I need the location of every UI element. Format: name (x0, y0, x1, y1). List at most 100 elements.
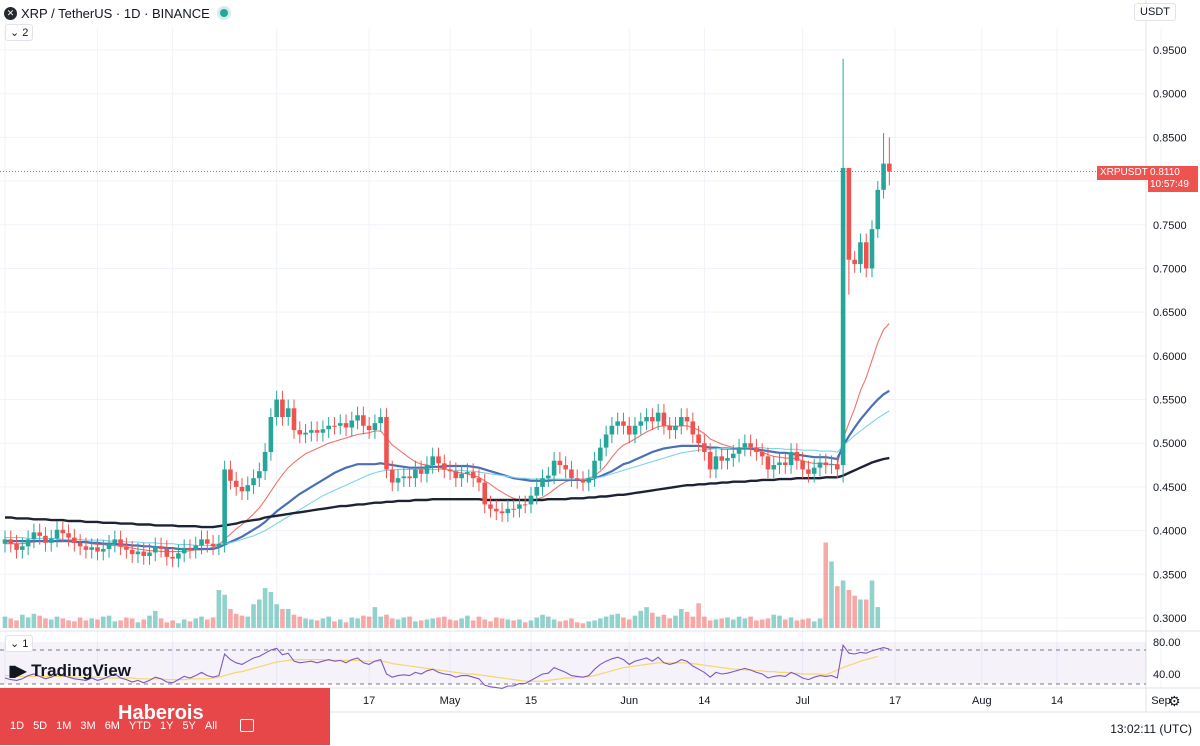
candle-body (835, 464, 840, 470)
candle-body (239, 486, 245, 492)
volume-bar (494, 617, 499, 628)
calendar-icon[interactable] (240, 719, 254, 732)
volume-bar (655, 616, 661, 628)
candle-body (48, 538, 54, 543)
candle-body (100, 548, 106, 552)
candle-body (499, 511, 505, 514)
candle-body (765, 456, 771, 470)
candle-body (60, 529, 66, 534)
candle-body (401, 476, 407, 479)
timeframe-1m[interactable]: 1M (56, 720, 72, 732)
volume-bar (424, 619, 430, 628)
candle-body (794, 451, 800, 461)
candle-body (887, 163, 892, 172)
timeframe-3m[interactable]: 3M (80, 720, 96, 732)
volume-bar (453, 620, 459, 628)
volume-bar (164, 622, 170, 628)
volume-bar (690, 616, 696, 628)
y-tick-label: 0.3500 (1153, 569, 1187, 581)
volume-bar (748, 616, 753, 628)
timeframe-6m[interactable]: 6M (104, 720, 120, 732)
candle-body (361, 415, 366, 426)
volume-bar (470, 620, 476, 628)
chart-header: ✕ XRP / TetherUS · 1D · BINANCE (4, 4, 228, 22)
candle-body (447, 469, 453, 472)
timeframe-ytd[interactable]: YTD (128, 720, 151, 732)
candle-body (702, 443, 707, 452)
gear-icon[interactable]: ⚙ (1168, 693, 1181, 709)
volume-bar (580, 623, 586, 628)
volume-bar (806, 618, 811, 628)
volume-bar (846, 590, 852, 628)
volume-bar (285, 609, 291, 628)
candle-body (586, 478, 592, 483)
candle-body (389, 469, 395, 483)
volume-bar (210, 617, 216, 628)
volume-bar (147, 615, 152, 628)
candle-body (754, 447, 759, 452)
tradingview-logo[interactable]: ▮▶ TradingView (8, 661, 131, 681)
candle-body (95, 547, 100, 552)
candle-body (216, 543, 222, 547)
volume-bar (216, 590, 222, 628)
candle-body (141, 551, 147, 556)
volume-bar (20, 614, 25, 628)
x-tick-label: 14 (1051, 695, 1063, 707)
candle-body (730, 453, 736, 459)
candle-body (2, 539, 8, 544)
candle-body (274, 399, 279, 418)
candle-body (858, 242, 863, 265)
volume-bar (251, 604, 256, 628)
utc-clock[interactable]: 13:02:11 (UTC) (1110, 722, 1192, 736)
volume-bar (233, 613, 239, 628)
volume-bar (8, 618, 14, 628)
volume-bar (563, 620, 568, 628)
volume-bar (598, 618, 603, 628)
candle-body (725, 458, 730, 461)
volume-bar (783, 619, 788, 628)
candle-body (233, 480, 239, 487)
candle-body (517, 504, 522, 509)
currency-selector[interactable]: USDT (1134, 3, 1176, 21)
candle-body (384, 417, 389, 470)
indicators-toggle[interactable]: ⌄ 2 (5, 24, 34, 41)
candle-body (615, 421, 620, 426)
candle-body (355, 415, 360, 421)
volume-bar (465, 615, 470, 628)
rsi-toggle[interactable]: ⌄ 1 (5, 635, 34, 652)
y-tick-label: 0.6500 (1153, 307, 1187, 319)
candle-body (199, 539, 204, 546)
symbol-title[interactable]: XRP / TetherUS · 1D · BINANCE (21, 5, 210, 21)
volume-bar (2, 616, 8, 628)
candle-body (187, 548, 193, 550)
candle-body (118, 539, 123, 547)
timeframe-5d[interactable]: 5D (33, 720, 48, 732)
volume-bar (228, 609, 233, 628)
x-tick-label: 17 (363, 695, 375, 707)
candle-body (372, 423, 378, 431)
volume-bar (707, 620, 713, 628)
candle-body (418, 469, 424, 474)
volume-bar (725, 617, 730, 628)
x-logo-icon: ✕ (4, 6, 17, 20)
candle-body (72, 537, 77, 543)
candle-body (210, 543, 216, 547)
volume-bar (684, 611, 690, 628)
volume-bar (482, 619, 488, 628)
candle-body (181, 548, 187, 554)
candle-body (482, 482, 488, 505)
timeframe-all[interactable]: All (204, 720, 218, 732)
volume-bar (187, 621, 193, 628)
candle-body (453, 471, 459, 479)
volume-bar (303, 618, 308, 628)
timeframe-5y[interactable]: 5Y (182, 720, 196, 732)
last-price-symbol-label: XRPUSDT (1097, 166, 1151, 180)
timeframe-1y[interactable]: 1Y (159, 720, 174, 732)
volume-bar (48, 619, 54, 628)
volume-bar (546, 616, 551, 628)
candle-body (303, 432, 308, 435)
timeframe-1d[interactable]: 1D (10, 720, 25, 732)
volume-bar (644, 607, 649, 628)
watermark-banner (0, 688, 330, 745)
